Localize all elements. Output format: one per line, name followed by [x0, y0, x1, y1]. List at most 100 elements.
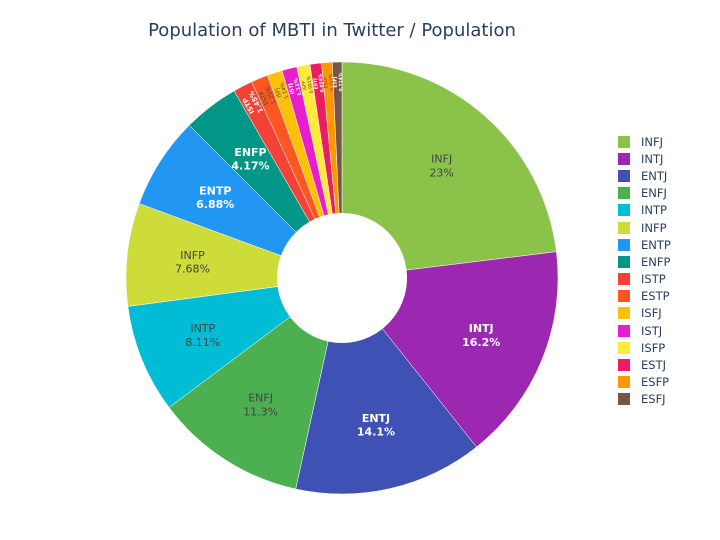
- slice-label-percent: 0.792%: [328, 73, 335, 91]
- chart-title: Population of MBTI in Twitter / Populati…: [148, 20, 516, 41]
- slice-entj[interactable]: [295, 328, 477, 495]
- slice-label-percent: 1.14%: [280, 81, 291, 99]
- slice-label-percent: 0.854%: [317, 73, 325, 93]
- slice-label-percent: 0.714%: [338, 72, 344, 91]
- legend-swatch: [618, 307, 630, 320]
- legend-item-esfj[interactable]: ESFJ: [618, 391, 671, 408]
- slice-label-name: ENTJ: [362, 412, 390, 425]
- legend-swatch: [618, 152, 630, 165]
- legend-swatch: [618, 169, 630, 182]
- legend-item-istj[interactable]: ISTJ: [618, 322, 671, 339]
- legend-item-intp[interactable]: INTP: [618, 202, 671, 219]
- slice-label-percent: 14.1%: [357, 426, 395, 439]
- slice-label-name: ISFP: [301, 80, 309, 91]
- legend-label: INFP: [641, 220, 667, 235]
- legend: INFJ INTJ ENTJ ENFJ INTP INFP ENTP ENFP ISTP ESTP…: [618, 133, 671, 408]
- legend-label: ESFJ: [641, 392, 666, 407]
- legend-label: ESFP: [641, 375, 670, 390]
- slice-label-percent: 6.88%: [196, 198, 234, 211]
- legend-label: ISTP: [641, 272, 666, 287]
- slice-infj[interactable]: [341, 61, 557, 271]
- legend-swatch: [618, 393, 630, 406]
- legend-label: ENTJ: [641, 168, 668, 183]
- slice-label-name: ESTP: [259, 90, 270, 106]
- legend-swatch: [618, 238, 630, 251]
- legend-label: INFJ: [641, 134, 664, 149]
- legend-item-entj[interactable]: ENTJ: [618, 167, 671, 184]
- legend-label: ISFJ: [641, 306, 662, 321]
- legend-item-intj[interactable]: INTJ: [618, 150, 671, 167]
- legend-label: INTP: [641, 203, 667, 218]
- legend-item-infp[interactable]: INFP: [618, 219, 671, 236]
- legend-item-infj[interactable]: INFJ: [618, 133, 671, 150]
- slice-label-name: ISFJ: [274, 87, 283, 98]
- legend-swatch: [618, 359, 630, 372]
- legend-item-enfp[interactable]: ENFP: [618, 253, 671, 270]
- slice-label-percent: 4.17%: [231, 160, 269, 173]
- legend-swatch: [618, 273, 630, 286]
- legend-label: ENTP: [641, 237, 671, 252]
- slice-label-name: ENFJ: [248, 392, 273, 405]
- slice-label-percent: 0.991%: [306, 75, 315, 94]
- legend-swatch: [618, 187, 630, 200]
- legend-item-estj[interactable]: ESTJ: [618, 356, 671, 373]
- slice-label-percent: 1.11%: [293, 77, 303, 97]
- slice-label-percent: 8.11%: [185, 336, 220, 349]
- slice-label-esfj: ESFJ 0.714%: [332, 72, 344, 91]
- slice-label-name: ESFP: [323, 77, 330, 89]
- slice-label-percent: 7.68%: [175, 263, 210, 276]
- legend-swatch: [618, 341, 630, 354]
- legend-label: INTJ: [641, 151, 664, 166]
- slice-label-esfp: ESFP 0.792%: [323, 73, 336, 91]
- legend-swatch: [618, 290, 630, 303]
- legend-swatch: [618, 204, 630, 217]
- legend-label: ENFJ: [641, 186, 667, 201]
- legend-label: ENFP: [641, 254, 671, 269]
- slice-label-name: ENTP: [199, 184, 231, 197]
- slice-label-name: INTJ: [469, 322, 494, 335]
- legend-label: ISFP: [641, 340, 666, 355]
- slice-intj[interactable]: [381, 251, 559, 448]
- legend-swatch: [618, 255, 630, 268]
- slice-label-percent: 16.2%: [462, 336, 500, 349]
- legend-item-esfp[interactable]: ESFP: [618, 374, 671, 391]
- legend-swatch: [618, 324, 630, 337]
- slice-label-name: INFJ: [431, 153, 452, 166]
- legend-item-entp[interactable]: ENTP: [618, 236, 671, 253]
- legend-label: ISTJ: [641, 323, 663, 338]
- slice-label-name: ENFP: [234, 146, 266, 159]
- legend-label: ESTP: [641, 289, 670, 304]
- legend-label: ESTJ: [641, 358, 666, 373]
- slice-intp[interactable]: [127, 286, 291, 408]
- legend-swatch: [618, 135, 630, 148]
- slice-label-name: ESTJ: [312, 78, 319, 90]
- legend-item-isfj[interactable]: ISFJ: [618, 305, 671, 322]
- legend-item-estp[interactable]: ESTP: [618, 288, 671, 305]
- slice-esfj[interactable]: [332, 61, 343, 214]
- slice-label-percent: 23%: [429, 166, 453, 179]
- legend-item-isfp[interactable]: ISFP: [618, 339, 671, 356]
- slice-label-name: ISTJ: [288, 82, 297, 94]
- slice-label-name: INFP: [180, 249, 205, 262]
- legend-item-istp[interactable]: ISTP: [618, 271, 671, 288]
- slice-enfj[interactable]: [168, 316, 329, 490]
- slice-label-name: ESFJ: [332, 76, 338, 88]
- legend-swatch: [618, 221, 630, 234]
- slice-label-name: INTP: [190, 322, 215, 335]
- slice-label-percent: 11.3%: [243, 405, 278, 418]
- legend-item-enfj[interactable]: ENFJ: [618, 185, 671, 202]
